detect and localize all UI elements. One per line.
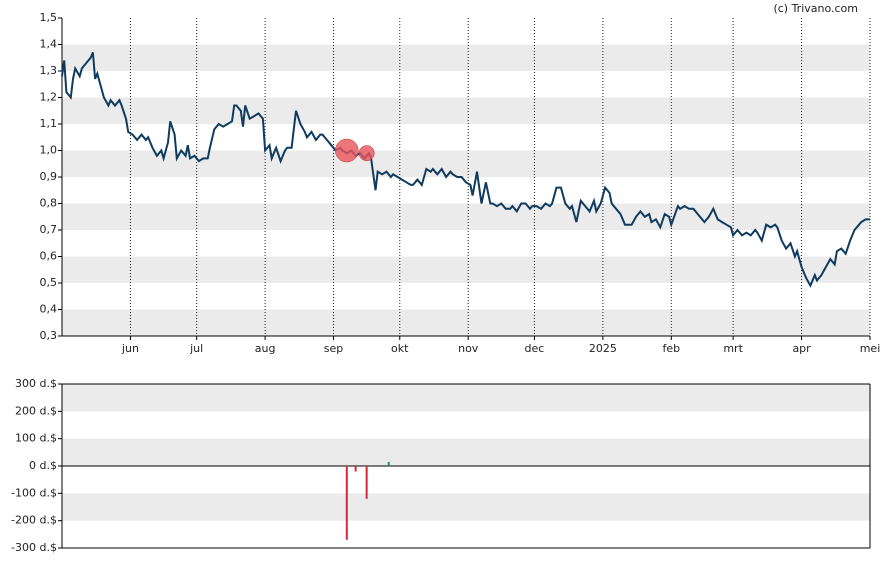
x-tick-label: feb bbox=[662, 342, 680, 355]
y-tick-label: 200 d.$ bbox=[15, 404, 57, 417]
band bbox=[62, 44, 870, 71]
y-tick-label: 0,7 bbox=[40, 223, 58, 236]
x-tick-label: jul bbox=[189, 342, 203, 355]
x-tick-label: jun bbox=[121, 342, 139, 355]
x-tick-label: okt bbox=[391, 342, 409, 355]
y-tick-label: 0,8 bbox=[40, 197, 58, 210]
x-tick-label: sep bbox=[324, 342, 343, 355]
y-tick-label: -200 d.$ bbox=[11, 514, 57, 527]
y-tick-label: 0 d.$ bbox=[29, 459, 57, 472]
y-tick-label: 1,1 bbox=[40, 117, 58, 130]
band bbox=[62, 384, 870, 412]
bar bbox=[345, 466, 348, 540]
bar bbox=[354, 466, 357, 472]
y-tick-label: -300 d.$ bbox=[11, 541, 57, 554]
band bbox=[62, 309, 870, 336]
bar bbox=[365, 466, 368, 499]
x-tick-label: dec bbox=[525, 342, 545, 355]
y-tick-label: 100 d.$ bbox=[15, 432, 57, 445]
y-tick-label: 1,3 bbox=[40, 64, 58, 77]
transaction-marker bbox=[358, 145, 375, 162]
price-line bbox=[61, 52, 870, 288]
y-tick-label: 300 d.$ bbox=[15, 377, 57, 390]
y-tick-label: 0,9 bbox=[40, 170, 58, 183]
y-tick-label: 1,4 bbox=[40, 38, 58, 51]
x-tick-label: apr bbox=[792, 342, 811, 355]
y-tick-label: -100 d.$ bbox=[11, 486, 57, 499]
y-tick-label: 0,3 bbox=[40, 329, 58, 342]
credit: (c) Trivano.com bbox=[773, 2, 858, 15]
x-tick-label: mei bbox=[860, 342, 881, 355]
bar bbox=[387, 461, 390, 466]
band bbox=[62, 438, 870, 466]
y-tick-label: 0,4 bbox=[40, 303, 58, 316]
y-tick-label: 1,2 bbox=[40, 91, 58, 104]
band bbox=[62, 97, 870, 124]
band bbox=[62, 256, 870, 283]
y-tick-label: 0,5 bbox=[40, 276, 58, 289]
y-tick-label: 1,5 bbox=[40, 11, 58, 24]
band bbox=[62, 203, 870, 230]
y-tick-label: 0,6 bbox=[40, 250, 58, 263]
band bbox=[62, 493, 870, 521]
x-tick-label: mrt bbox=[723, 342, 743, 355]
y-tick-label: 1,0 bbox=[40, 144, 58, 157]
x-tick-label: aug bbox=[255, 342, 276, 355]
x-tick-label: 2025 bbox=[589, 342, 617, 355]
transaction-marker bbox=[335, 138, 359, 163]
x-tick-label: nov bbox=[458, 342, 479, 355]
band bbox=[62, 150, 870, 177]
